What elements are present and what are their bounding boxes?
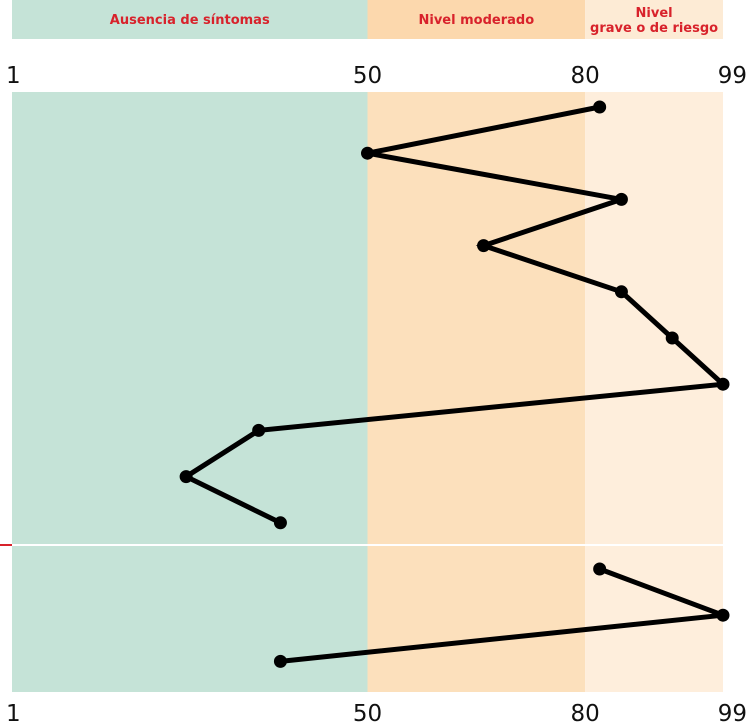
data-point (614, 192, 628, 206)
data-point (179, 470, 193, 484)
data-point (716, 377, 730, 391)
zone-header-moderate (367, 0, 586, 39)
tick-label-top-1: 1 (6, 63, 21, 89)
tick-label-bottom-80: 80 (571, 701, 600, 726)
data-point (252, 423, 266, 437)
zone-label-absence: Ausencia de síntomas (110, 13, 270, 28)
tick-label-top-50: 50 (353, 63, 382, 89)
top-axis: 1 50 80 99 (6, 63, 747, 89)
data-point (273, 654, 287, 668)
zone-header-absence (12, 0, 368, 39)
tick-label-bottom-50: 50 (353, 701, 382, 726)
data-point (593, 100, 607, 114)
data-point (665, 331, 679, 345)
series-line-1 (181, 104, 729, 526)
tick-label-top-80: 80 (571, 63, 600, 89)
series-lines (179, 100, 730, 668)
data-point (716, 608, 730, 622)
data-point (361, 146, 374, 160)
data-point (593, 562, 607, 576)
data-point (273, 516, 287, 530)
tick-label-bottom-1: 1 (6, 701, 21, 726)
data-point (477, 239, 491, 253)
zone-label-severe: Nivel grave o de riesgo (590, 6, 718, 36)
zone-bg-absence (12, 92, 368, 692)
zone-label-moderate: Nivel moderado (419, 13, 535, 28)
zone-bg-moderate (367, 92, 586, 692)
tick-label-bottom-99: 99 (718, 701, 747, 726)
zone-header-severe (585, 0, 723, 39)
zone-headers: Ausencia de síntomas Nivel moderado Nivel g… (12, 0, 723, 39)
tick-label-top-99: 99 (718, 63, 747, 89)
bottom-axis: 1 50 80 99 (6, 701, 747, 726)
zone-backgrounds (12, 92, 723, 692)
data-point (614, 285, 628, 299)
